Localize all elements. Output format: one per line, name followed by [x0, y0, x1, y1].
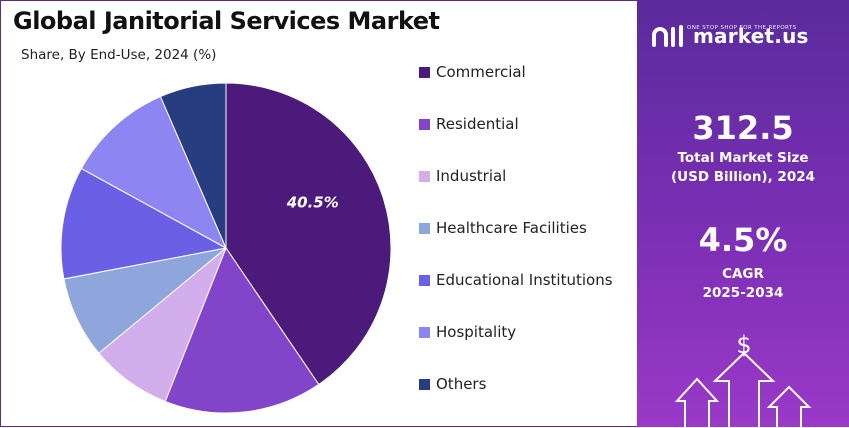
up-arrow-icon [766, 385, 812, 427]
legend-swatch [419, 378, 430, 390]
cagr-metric: 4.5% CAGR 2025-2034 [637, 221, 849, 303]
legend-label: Educational Institutions [436, 271, 613, 289]
legend-item: Educational Institutions [419, 269, 613, 291]
pie-slice-residential [164, 246, 320, 414]
brand-name: market.us [693, 24, 809, 48]
pie-slice-hospitality [80, 95, 228, 250]
brand-logo: market.us [651, 23, 809, 49]
legend-label: Residential [436, 115, 519, 133]
dollar-icon: $ [736, 331, 751, 359]
legend-swatch [419, 326, 430, 338]
legend-label: Hospitality [436, 323, 517, 341]
legend-label: Others [436, 375, 487, 393]
pie-slice-educational-institutions [60, 167, 228, 280]
stats-panel: market.us ONE STOP SHOP FOR THE REPORTS … [637, 1, 849, 427]
growth-arrows-icon: $ [674, 331, 812, 427]
cagr-label-line2: 2025-2034 [702, 285, 784, 301]
pie-chart: 40.5% [60, 82, 392, 414]
legend-label: Industrial [436, 167, 507, 185]
chart-title: Global Janitorial Services Market [13, 7, 440, 35]
legend-item: Commercial [419, 61, 526, 83]
brand-tagline: ONE STOP SHOP FOR THE REPORTS [687, 25, 797, 31]
legend-item: Healthcare Facilities [419, 217, 587, 239]
cagr-value: 4.5% [698, 221, 788, 259]
market-size-value: 312.5 [692, 109, 794, 147]
legend-swatch [419, 118, 430, 130]
chart-subtitle: Share, By End-Use, 2024 (%) [21, 47, 217, 63]
legend-swatch [419, 170, 430, 182]
pie-data-label: 40.5% [286, 193, 339, 211]
up-arrow-icon [712, 351, 776, 427]
pie-slice-others [159, 82, 227, 249]
legend-swatch [419, 274, 430, 286]
legend-item: Industrial [419, 165, 506, 187]
legend-swatch [419, 222, 430, 234]
market-size-label-line2: (USD Billion), 2024 [670, 169, 816, 185]
up-arrow-icon [674, 377, 720, 427]
logo-icon [652, 25, 683, 47]
market-size-label-line1: Total Market Size [677, 150, 809, 166]
market-size-metric: 312.5 Total Market Size (USD Billion), 2… [637, 109, 849, 187]
legend-label: Commercial [436, 63, 526, 81]
legend-label: Healthcare Facilities [436, 219, 587, 237]
legend-swatch [419, 66, 430, 78]
legend-item: Hospitality [419, 321, 516, 343]
cagr-label-line1: CAGR [722, 266, 764, 282]
legend-item: Others [419, 373, 486, 395]
legend-item: Residential [419, 113, 519, 135]
pie-slice-commercial [225, 82, 392, 386]
